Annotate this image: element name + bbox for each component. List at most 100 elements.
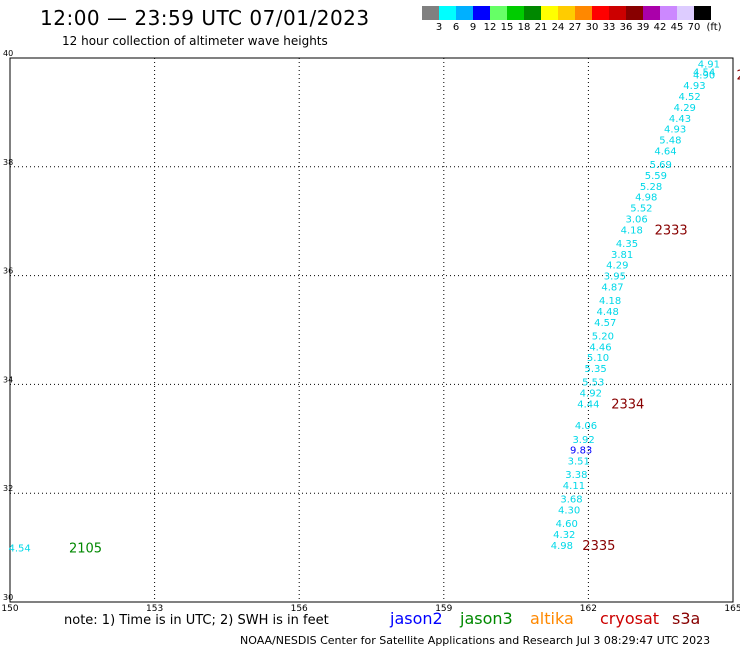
- plot-frame: [9, 57, 734, 603]
- legend-swatch: [575, 6, 592, 20]
- y-tick-label: 38: [3, 158, 13, 167]
- wave-height-label: 4.93: [683, 81, 705, 92]
- wave-height-label: 3.95: [604, 272, 626, 283]
- legend-swatch: [439, 6, 456, 20]
- legend-label: 45: [670, 22, 684, 33]
- wave-height-label: 3.38: [565, 470, 587, 481]
- wave-height-label: 5.52: [630, 204, 652, 215]
- wave-height-label: 4.29: [674, 103, 696, 114]
- wave-height-label: 4.18: [621, 225, 643, 236]
- wave-height-label: 4.11: [563, 481, 585, 492]
- wave-height-label: 4.48: [597, 307, 619, 318]
- x-tick-label: 162: [580, 604, 597, 614]
- wave-height-label: 4.44: [577, 399, 599, 410]
- wave-height-label: 3.92: [572, 435, 594, 446]
- x-tick-label: 156: [291, 604, 308, 614]
- legend-swatch: [558, 6, 575, 20]
- legend-swatch: [626, 6, 643, 20]
- wave-height-label: 4.43: [669, 114, 691, 125]
- legend-label: 18: [517, 22, 531, 33]
- wave-height-label: 4.32: [553, 530, 575, 541]
- y-tick-label: 32: [3, 484, 13, 493]
- legend-label: 21: [534, 22, 548, 33]
- wave-height-label: 4.52: [678, 92, 700, 103]
- wave-height-label: 4.54: [693, 68, 715, 79]
- legend-swatch: [490, 6, 507, 20]
- wave-height-label: 4.57: [594, 318, 616, 329]
- y-tick-label: 30: [3, 593, 13, 602]
- legend-unit: (ft): [706, 22, 722, 33]
- wave-height-label: 4.60: [556, 519, 578, 530]
- wave-height-label: 4.93: [664, 125, 686, 136]
- wave-height-label: 3.81: [611, 250, 633, 261]
- wave-height-label: 4.46: [589, 342, 611, 353]
- wave-height-label: 4.91: [698, 59, 720, 70]
- x-tick-label: 165: [724, 604, 740, 614]
- wave-height-label: 4.18: [599, 296, 621, 307]
- mission-jason3: jason3: [460, 609, 513, 628]
- legend-swatch: [456, 6, 473, 20]
- wave-height-label: 5.10: [587, 353, 609, 364]
- legend-label: 6: [452, 22, 460, 33]
- x-tick-label: 150: [1, 604, 18, 614]
- legend-label: 36: [619, 22, 633, 33]
- legend-swatch: [473, 6, 490, 20]
- mission-altika: altika: [530, 609, 574, 628]
- y-tick-label: 40: [3, 49, 13, 58]
- legend-swatch: [507, 6, 524, 20]
- legend-swatch: [524, 6, 541, 20]
- legend-label: 3: [435, 22, 443, 33]
- x-tick-label: 159: [435, 604, 452, 614]
- wave-height-label: 3.06: [625, 214, 647, 225]
- legend-swatch: [541, 6, 558, 20]
- y-tick-label: 36: [3, 267, 13, 276]
- legend-label: 70: [687, 22, 701, 33]
- wave-height-label: 4.35: [616, 239, 638, 250]
- pass-time-label: 2105: [69, 542, 102, 557]
- wave-height-label: 5.69: [650, 160, 672, 171]
- legend-label: 15: [500, 22, 514, 33]
- x-tick-label: 153: [146, 604, 163, 614]
- wave-height-label: 5.35: [584, 364, 606, 375]
- wave-height-label: 4.29: [606, 261, 628, 272]
- legend-swatch: [694, 6, 711, 20]
- y-tick-label: 34: [3, 375, 13, 384]
- chart-title: 12:00 — 23:59 UTC 07/01/2023: [40, 6, 370, 30]
- mission-cryosat: cryosat: [600, 609, 660, 628]
- wave-height-label: 4.87: [601, 282, 623, 293]
- units-note: note: 1) Time is in UTC; 2) SWH is in fe…: [64, 613, 329, 628]
- pass-time-label: 2335: [582, 539, 615, 554]
- legend-swatch: [677, 6, 694, 20]
- wave-height-label: 9.83: [570, 446, 592, 457]
- wave-height-label: 5.53: [582, 378, 604, 389]
- wave-height-label: 4.92: [580, 389, 602, 400]
- wave-height-label: 5.48: [659, 136, 681, 147]
- legend-swatch: [609, 6, 626, 20]
- wave-height-label: 4.98: [551, 541, 573, 552]
- wave-height-label: 5.20: [592, 331, 614, 342]
- legend-label: 30: [585, 22, 599, 33]
- legend-label: 24: [551, 22, 565, 33]
- legend-swatch: [592, 6, 609, 20]
- wave-height-label: 4.54: [9, 544, 31, 555]
- pass-time-label: 23: [737, 68, 740, 83]
- legend-label: 27: [568, 22, 582, 33]
- legend-swatch: [422, 6, 439, 20]
- wave-height-label: 4.30: [558, 506, 580, 517]
- legend-label: 42: [653, 22, 667, 33]
- mission-s3a: s3a: [672, 609, 701, 628]
- wave-height-label: 5.59: [645, 171, 667, 182]
- wave-height-label: 5.28: [640, 182, 662, 193]
- wave-height-label: 4.06: [575, 421, 597, 432]
- legend-swatch: [660, 6, 677, 20]
- wave-height-label: 3.68: [560, 495, 582, 506]
- legend-label: 12: [483, 22, 497, 33]
- legend-swatch: [643, 6, 660, 20]
- legend-label: 9: [469, 22, 477, 33]
- wave-height-label: 4.64: [654, 146, 676, 157]
- mission-jason2: jason2: [390, 609, 443, 628]
- wave-height-label: 4.90: [693, 70, 715, 81]
- wave-height-label: 3.51: [568, 457, 590, 468]
- pass-time-label: 2334: [611, 397, 644, 412]
